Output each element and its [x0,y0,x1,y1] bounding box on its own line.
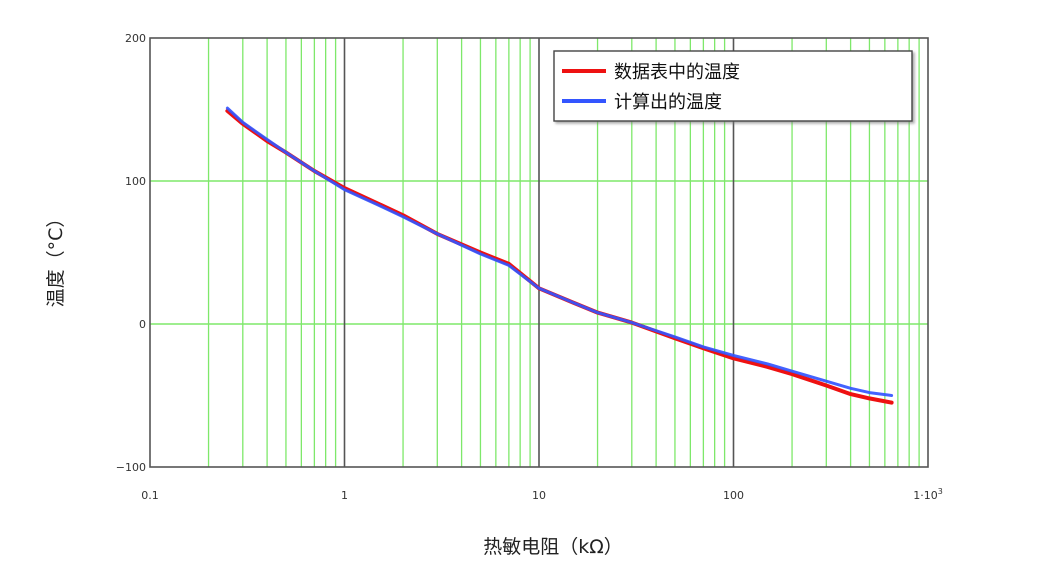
x-tick-label: 1·103 [913,487,943,502]
legend: 数据表中的温度 计算出的温度 [553,50,913,122]
plot-frame [149,37,929,468]
x-tick-label: 10 [532,489,546,502]
x-tick-label: 1 [341,489,348,502]
y-axis-title: 温度（°C） [45,209,67,308]
legend-box [553,50,913,122]
y-tick-labels: 200 100 0 −100 [116,32,146,474]
y-tick-label: −100 [116,461,146,474]
x-axis-title: 热敏电阻（kΩ） [483,536,623,558]
legend-label-series-1: 数据表中的温度 [614,62,740,83]
y-tick-label: 0 [139,318,146,331]
minor-gridlines [150,38,928,467]
legend-label-series-2: 计算出的温度 [614,92,722,113]
y-tick-label: 200 [125,32,146,45]
series-line-2 [225,106,894,397]
x-tick-label: 0.1 [141,489,159,502]
series-layer [225,106,894,405]
x-tick-label: 100 [723,489,744,502]
x-tick-labels: 0.1 1 10 100 1·103 [141,487,943,502]
y-tick-label: 100 [125,175,146,188]
